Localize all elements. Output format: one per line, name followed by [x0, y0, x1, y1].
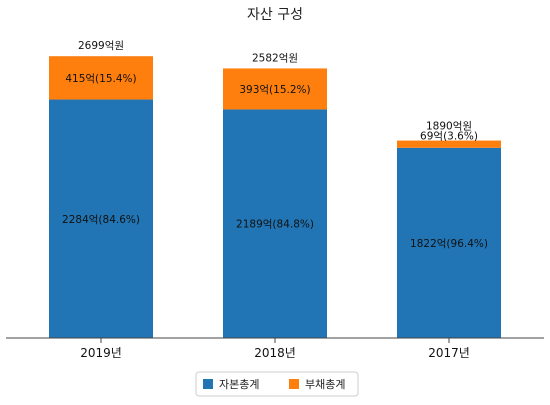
x-axis-ticks: 2019년 2018년 2017년 [80, 338, 470, 360]
bars-layer [49, 56, 501, 339]
x-tick-label-0: 2019년 [80, 346, 122, 360]
labels-layer: 2284억(84.6%) 415억(15.4%) 2699억원 2189억(84.8%… [62, 40, 488, 250]
legend: 자본총계 부채총계 [195, 371, 359, 397]
legend-label-liabilities: 부채총계 [305, 378, 345, 391]
total-label-1: 2582억원 [252, 52, 298, 64]
legend-frame [195, 371, 359, 397]
bar-liabilities-0 [49, 56, 153, 100]
bar-liabilities-1 [223, 68, 327, 110]
bar-liabilities-2 [397, 140, 501, 148]
legend-item-liabilities[interactable]: 부채총계 [289, 378, 345, 391]
bar-equity-0 [49, 99, 153, 338]
legend-swatch-liabilities [289, 379, 299, 389]
x-tick-label-1: 2018년 [254, 346, 296, 360]
bar-equity-2 [397, 147, 501, 338]
x-tick-label-2: 2017년 [428, 346, 470, 360]
legend-swatch-equity [203, 379, 213, 389]
data-label-liabilities-0: 415억(15.4%) [65, 73, 136, 85]
total-label-2: 1890억원 [426, 121, 472, 133]
total-label-0: 2699억원 [78, 40, 124, 52]
chart-title: 자산 구성 [247, 7, 303, 23]
data-label-equity-0: 2284억(84.6%) [62, 214, 140, 226]
legend-item-equity[interactable]: 자본총계 [203, 378, 259, 391]
legend-label-equity: 자본총계 [219, 378, 259, 391]
data-label-equity-2: 1822억(96.4%) [410, 238, 488, 250]
bar-equity-1 [223, 109, 327, 339]
data-label-liabilities-1: 393억(15.2%) [239, 84, 310, 96]
data-label-liabilities-2: 69억(3.6%) [420, 131, 478, 143]
data-label-equity-1: 2189억(84.8%) [236, 219, 314, 231]
